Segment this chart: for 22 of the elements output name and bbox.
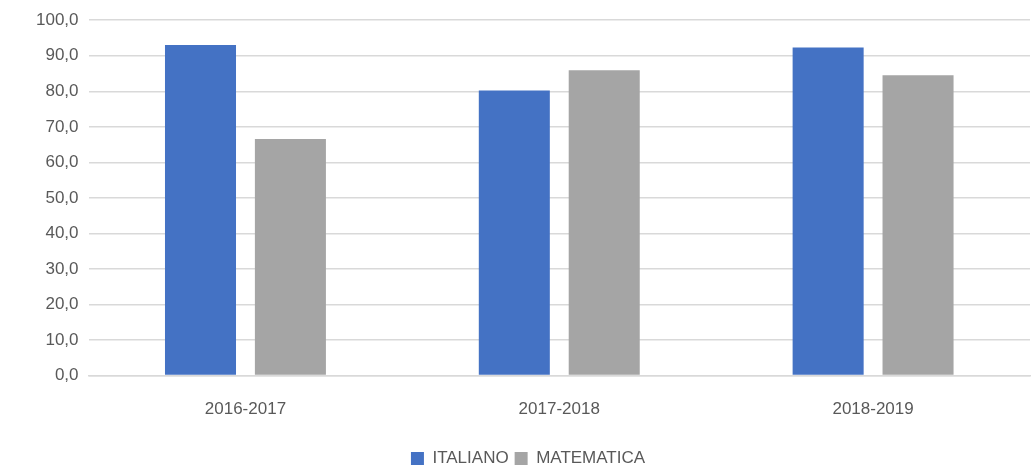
y-tick-label: 80,0: [45, 80, 79, 100]
bar: [478, 90, 550, 375]
bar: [254, 138, 326, 375]
y-tick-label: 70,0: [45, 116, 79, 136]
x-tick-label: 2018-2019: [832, 399, 914, 419]
bar: [882, 75, 954, 375]
x-tick-label: 2016-2017: [204, 399, 287, 419]
y-tick-label: 10,0: [45, 329, 79, 349]
y-tick-label: 60,0: [45, 152, 79, 172]
y-tick-label: 40,0: [45, 223, 79, 243]
y-tick-label: 100,0: [35, 9, 79, 29]
x-tick-label: 2017-2018: [518, 399, 600, 419]
legend-label: ITALIANO: [432, 448, 509, 465]
y-tick-label: 90,0: [45, 45, 79, 65]
y-tick-label: 50,0: [45, 187, 79, 207]
legend-label: MATEMATICA: [536, 448, 646, 465]
bar: [792, 47, 864, 375]
bar: [568, 70, 640, 375]
y-tick-label: 30,0: [45, 258, 79, 278]
bar: [164, 45, 237, 375]
y-tick-label: 0,0: [54, 365, 79, 385]
y-tick-label: 20,0: [45, 294, 79, 314]
